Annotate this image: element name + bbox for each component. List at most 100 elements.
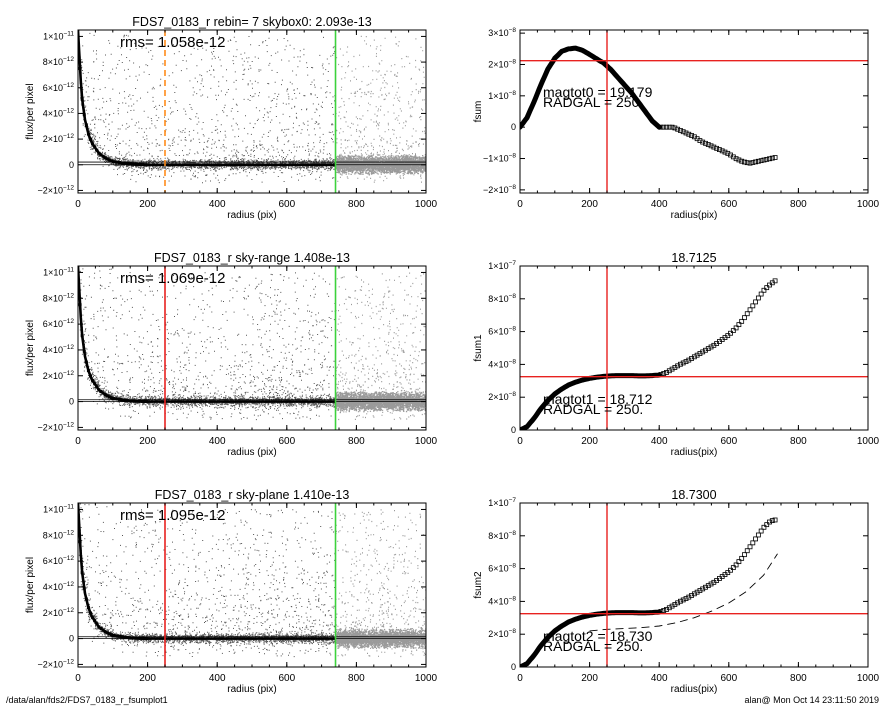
x-tick-label: 600 [278, 436, 295, 447]
y-tick-label: −2×10−8 [483, 184, 516, 195]
profile-point [116, 160, 120, 164]
profile-point [137, 162, 141, 166]
y-tick-label: 0 [69, 634, 74, 644]
plot-area [520, 266, 868, 430]
growth-point [747, 544, 753, 550]
growth-point [736, 559, 742, 565]
x-axis-label: radius (pix) [227, 684, 276, 695]
profile-point [143, 636, 147, 640]
profile-point [84, 360, 88, 364]
profile-point [141, 163, 145, 167]
profile-point [126, 636, 130, 640]
growth-point [742, 159, 747, 165]
growth-point [711, 144, 717, 150]
profile-point [143, 163, 147, 167]
profile-point [111, 396, 115, 400]
growth-point [719, 148, 725, 154]
growth-point [686, 131, 692, 137]
y-tick-label: 6×10−12 [43, 318, 75, 329]
y-tick-label: 0 [511, 122, 516, 132]
profile-point [78, 67, 82, 71]
growth-point [750, 160, 756, 165]
scatter-points-sky [335, 35, 426, 183]
radgal-label: RADGAL = 250. [543, 401, 643, 417]
growth-point [761, 287, 767, 293]
profile-point [84, 123, 88, 127]
growth-point [661, 124, 667, 130]
profile-point [95, 622, 99, 626]
profile-point [134, 162, 138, 166]
y-tick-label: 0 [511, 662, 516, 672]
x-tick-label: 1000 [415, 436, 438, 447]
profile-point [109, 396, 113, 400]
profile-point [93, 145, 97, 149]
profile-1-panel: rms= 1.058e-120 200 400 600 800 1000−2×10−120… [25, 15, 438, 221]
growth-point [664, 124, 669, 130]
x-tick-label: 0 [517, 199, 523, 210]
radgal-label: RADGAL = 250. [543, 638, 643, 654]
growth-point [722, 149, 728, 155]
growth-point [680, 360, 686, 366]
x-tick-label: 200 [581, 199, 598, 210]
profile-point [84, 597, 88, 601]
profile-point [86, 606, 90, 610]
growth-point [717, 147, 722, 152]
y-tick-label: 3×10−8 [488, 27, 516, 38]
growth-point [758, 291, 764, 297]
panel-title: FDS7_0183_r sky-plane 1.410e-13 [155, 488, 350, 502]
profile-point [97, 388, 101, 392]
plot-area [78, 503, 426, 667]
profile-point [82, 586, 86, 590]
profile-point [109, 633, 113, 637]
panel-title: 18.7125 [671, 251, 716, 265]
profile-point [107, 158, 111, 162]
growth-point [772, 278, 778, 284]
profile-point [126, 399, 130, 403]
y-tick-label: −1×10−8 [483, 153, 516, 164]
x-tick-label: 600 [278, 199, 295, 210]
x-tick-label: 200 [581, 436, 598, 447]
x-tick-label: 400 [209, 673, 226, 684]
growth-point [669, 124, 675, 130]
growth-point [680, 129, 686, 135]
profile-point [91, 379, 95, 383]
profile-3-panel: rms= 1.095e-120 200 400 600 800 1000−2×10−120… [25, 488, 438, 695]
growth-point [678, 598, 683, 604]
profile-point [116, 397, 120, 401]
x-tick-label: 0 [75, 436, 81, 447]
profile-point [134, 399, 138, 403]
profile-point [141, 636, 145, 640]
x-tick-label: 0 [75, 673, 81, 684]
growth-point [689, 133, 694, 138]
growth-point [672, 125, 678, 131]
profile-point [122, 161, 126, 165]
profile-point [132, 399, 136, 403]
growth-point [700, 139, 706, 145]
growth-point [769, 518, 775, 524]
growth-point [744, 311, 750, 317]
y-tick-label: 8×10−12 [43, 56, 75, 67]
y-tick-label: 1×10−8 [488, 90, 516, 101]
profile-point [97, 625, 101, 629]
profile-point [118, 397, 122, 401]
growth-point [675, 600, 681, 606]
profile-point [137, 399, 141, 403]
x-tick-label: 200 [139, 673, 156, 684]
profile-point [139, 163, 143, 167]
y-tick-label: 4×10−8 [488, 595, 516, 606]
profile-2-panel: rms= 1.069e-120 200 400 600 800 1000−2×10−120… [25, 251, 438, 458]
y-tick-label: 0 [69, 160, 74, 170]
profile-point [122, 635, 126, 639]
growth-point [666, 124, 672, 130]
y-axis-label: fsum [473, 101, 484, 123]
growth-point [753, 299, 758, 305]
footer-timestamp: alan@ Mon Oct 14 23:11:50 2019 [744, 695, 879, 705]
y-tick-label: 2×10−8 [488, 58, 516, 69]
profile-point [95, 385, 99, 389]
growth-point [714, 145, 720, 151]
y-axis-label: flux/per pixel [25, 83, 36, 139]
panel-title: FDS7_0183_r rebin= 7 skybox0: 2.093e-13 [132, 15, 371, 29]
profile-point [122, 398, 126, 402]
x-axis-label: radius (pix) [227, 210, 276, 221]
